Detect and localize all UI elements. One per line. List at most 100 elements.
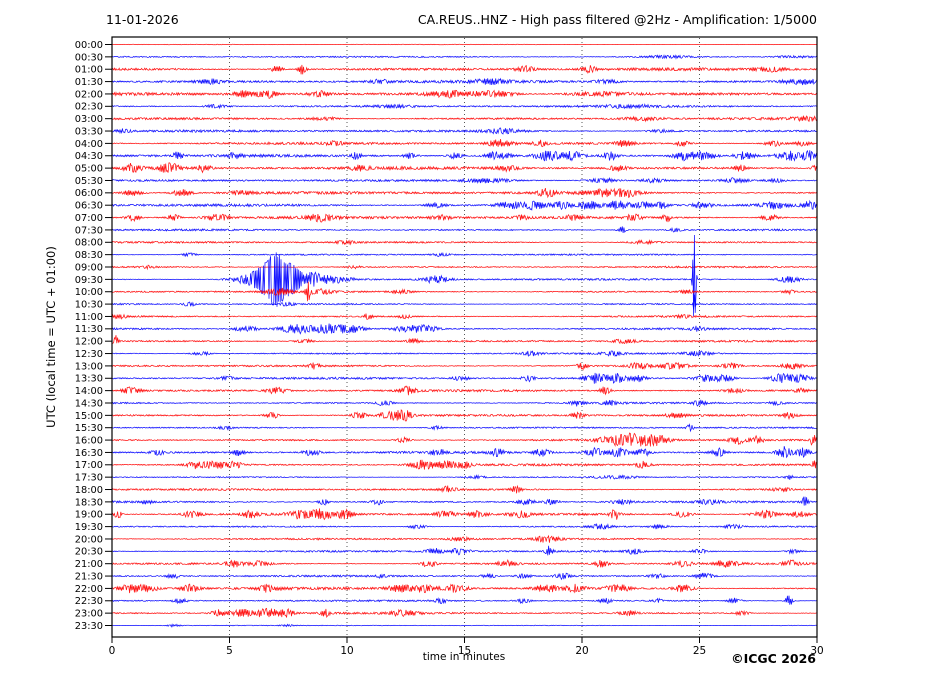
row-label-14:30: 14:30 bbox=[75, 398, 103, 409]
trace-row-23:00 bbox=[111, 607, 817, 619]
row-label-04:30: 04:30 bbox=[75, 151, 103, 162]
trace-row-00:30 bbox=[111, 54, 818, 60]
trace-row-18:30 bbox=[111, 496, 818, 506]
trace-row-09:00 bbox=[111, 264, 818, 271]
row-label-19:30: 19:30 bbox=[75, 522, 103, 533]
trace-row-08:30 bbox=[111, 252, 818, 258]
row-label-23:30: 23:30 bbox=[75, 621, 103, 632]
trace-rows bbox=[111, 43, 818, 628]
chart-title: CA.REUS..HNZ - High pass filtered @2Hz -… bbox=[418, 12, 817, 27]
trace-row-10:30 bbox=[111, 294, 818, 310]
trace-row-07:00 bbox=[111, 213, 818, 223]
x-tick-label-0: 0 bbox=[109, 645, 116, 657]
trace-row-23:30 bbox=[112, 623, 818, 628]
row-label-09:30: 09:30 bbox=[75, 275, 103, 286]
trace-row-02:30 bbox=[111, 103, 818, 110]
row-label-08:30: 08:30 bbox=[75, 250, 103, 261]
row-label-15:00: 15:00 bbox=[75, 411, 103, 422]
row-label-13:00: 13:00 bbox=[75, 361, 103, 372]
chart-date: 11-01-2026 bbox=[106, 12, 179, 27]
trace-row-13:00 bbox=[111, 361, 817, 371]
trace-row-04:00 bbox=[111, 139, 818, 148]
trace-row-06:30 bbox=[111, 199, 818, 211]
row-label-22:30: 22:30 bbox=[75, 596, 103, 607]
row-label-04:00: 04:00 bbox=[75, 139, 103, 150]
row-label-19:00: 19:00 bbox=[75, 510, 103, 521]
x-tick-label-20: 20 bbox=[575, 645, 588, 657]
trace-row-11:00 bbox=[111, 313, 818, 320]
row-label-00:30: 00:30 bbox=[75, 52, 103, 63]
row-label-06:00: 06:00 bbox=[75, 188, 103, 199]
row-label-10:30: 10:30 bbox=[75, 299, 103, 310]
y-axis-label: UTC (local time = UTC + 01:00) bbox=[44, 246, 58, 428]
trace-row-10:00 bbox=[111, 281, 818, 302]
row-label-00:00: 00:00 bbox=[75, 40, 103, 51]
row-label-12:00: 12:00 bbox=[75, 337, 103, 348]
trace-row-11:30 bbox=[111, 323, 818, 335]
row-label-21:30: 21:30 bbox=[75, 571, 103, 582]
row-label-16:30: 16:30 bbox=[75, 448, 103, 459]
trace-row-06:00 bbox=[111, 187, 818, 199]
trace-row-12:30 bbox=[111, 350, 818, 357]
row-label-11:30: 11:30 bbox=[75, 324, 103, 335]
trace-row-22:00 bbox=[111, 583, 818, 594]
trace-row-03:00 bbox=[111, 115, 818, 123]
trace-row-17:00 bbox=[111, 459, 818, 470]
trace-row-16:00 bbox=[111, 432, 818, 447]
row-label-03:00: 03:00 bbox=[75, 114, 103, 125]
x-tick-label-25: 25 bbox=[693, 645, 706, 657]
row-label-06:30: 06:30 bbox=[75, 201, 103, 212]
row-label-11:00: 11:00 bbox=[75, 312, 103, 323]
trace-row-03:30 bbox=[111, 127, 818, 135]
trace-row-19:30 bbox=[111, 523, 818, 531]
trace-row-13:30 bbox=[111, 372, 818, 384]
row-label-10:00: 10:00 bbox=[75, 287, 103, 298]
row-label-09:00: 09:00 bbox=[75, 262, 103, 273]
row-label-18:30: 18:30 bbox=[75, 497, 103, 508]
row-label-14:00: 14:00 bbox=[75, 386, 103, 397]
trace-row-20:30 bbox=[111, 545, 818, 556]
trace-row-16:30 bbox=[111, 446, 818, 459]
row-label-23:00: 23:00 bbox=[75, 609, 103, 620]
row-label-07:00: 07:00 bbox=[75, 213, 103, 224]
row-label-22:00: 22:00 bbox=[75, 584, 103, 595]
x-tick-label-30: 30 bbox=[810, 645, 823, 657]
trace-row-19:00 bbox=[111, 508, 818, 521]
x-tick-label-5: 5 bbox=[226, 645, 233, 657]
row-label-05:30: 05:30 bbox=[75, 176, 103, 187]
trace-row-08:00 bbox=[111, 239, 817, 246]
row-label-17:00: 17:00 bbox=[75, 460, 103, 471]
trace-row-02:00 bbox=[111, 89, 818, 99]
row-label-07:30: 07:30 bbox=[75, 225, 103, 236]
row-label-01:00: 01:00 bbox=[75, 65, 103, 76]
trace-row-14:30 bbox=[111, 399, 818, 407]
trace-row-15:00 bbox=[111, 409, 818, 422]
row-label-18:00: 18:00 bbox=[75, 485, 103, 496]
trace-row-05:00 bbox=[111, 162, 818, 174]
trace-row-15:30 bbox=[112, 423, 818, 433]
x-ticks: 0 5 10 15 20 25 30 bbox=[109, 637, 824, 657]
trace-row-21:30 bbox=[111, 572, 818, 581]
row-label-02:00: 02:00 bbox=[75, 89, 103, 100]
x-tick-label-15: 15 bbox=[458, 645, 471, 657]
row-label-12:30: 12:30 bbox=[75, 349, 103, 360]
trace-row-04:30 bbox=[111, 149, 818, 162]
trace-row-14:00 bbox=[111, 385, 818, 396]
row-label-20:00: 20:00 bbox=[75, 534, 103, 545]
copyright: ©ICGC 2026 bbox=[731, 651, 816, 666]
trace-row-01:30 bbox=[111, 77, 818, 86]
row-label-02:30: 02:30 bbox=[75, 102, 103, 113]
trace-row-12:00 bbox=[111, 335, 818, 345]
row-label-08:00: 08:00 bbox=[75, 238, 103, 249]
trace-row-05:30 bbox=[111, 176, 818, 184]
row-label-20:30: 20:30 bbox=[75, 547, 103, 558]
row-label-03:30: 03:30 bbox=[75, 126, 103, 137]
row-label-21:00: 21:00 bbox=[75, 559, 103, 570]
trace-row-09:30 bbox=[111, 234, 818, 317]
row-label-15:30: 15:30 bbox=[75, 423, 103, 434]
row-label-13:30: 13:30 bbox=[75, 374, 103, 385]
